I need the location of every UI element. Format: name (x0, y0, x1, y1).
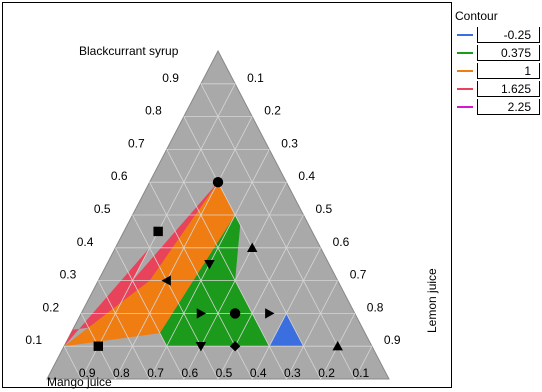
plot-area: 0.1 0.2 0.3 0.4 0.5 0.6 0.7 0.8 0.9 0.9 0.8 0.7 0.6 0… (2, 2, 452, 389)
tick-label: 0.1 (25, 333, 42, 347)
axis-title-top: Blackcurrant syrup (79, 44, 179, 58)
legend-swatch (457, 34, 473, 36)
data-point-triangle-down (195, 342, 207, 352)
tick-label: 0.8 (145, 104, 162, 118)
data-point-triangle-left (161, 275, 171, 286)
tick-label: 0.2 (43, 300, 60, 314)
contour-region (64, 182, 236, 347)
legend-swatch (457, 88, 473, 90)
legend-swatch (457, 70, 473, 72)
tick-label: 0.4 (77, 235, 94, 249)
tick-label: 0.7 (128, 136, 145, 150)
tick-label: 0.5 (216, 366, 233, 380)
tick-label: 0.5 (316, 202, 333, 216)
contour-region (269, 313, 304, 347)
legend-label: 1 (477, 63, 540, 79)
tick-label: 0.4 (298, 169, 315, 183)
grid-line (286, 280, 339, 380)
ternary-chart: 0.1 0.2 0.3 0.4 0.5 0.6 0.7 0.8 0.9 0.9 0.8 0.7 0.6 0… (25, 44, 439, 389)
legend-item: -0.25 (453, 26, 540, 44)
data-point-square (153, 226, 163, 237)
grid-line (251, 247, 321, 380)
data-point-triangle-up (247, 242, 258, 252)
grid-line (217, 214, 304, 380)
axis-title-right: Lemon juice (425, 268, 439, 333)
data-point-triangle-right (196, 308, 207, 319)
tick-label: 0.3 (284, 366, 301, 380)
tick-label: 0.7 (350, 268, 367, 282)
tick-label: 0.9 (162, 71, 179, 85)
legend: Contour -0.25 0.375 1 1.625 2.25 (453, 8, 540, 116)
data-point-diamond (229, 341, 241, 352)
data-point-triangle-up (332, 341, 343, 351)
grid-line (132, 214, 219, 380)
legend-item: 1 (453, 62, 540, 80)
tick-label: 0.5 (94, 202, 111, 216)
axis-title-left: Mango juice (47, 375, 112, 389)
legend-title: Contour (455, 9, 498, 23)
grid-line (63, 346, 82, 380)
tick-label: 0.7 (147, 366, 164, 380)
grid-line (166, 149, 287, 380)
tick-label: 0.4 (250, 366, 267, 380)
data-point-circle (212, 177, 224, 188)
data-point-triangle-down (204, 260, 215, 270)
grid-line (97, 280, 150, 380)
tick-label: 0.1 (352, 366, 369, 380)
grid-line (200, 83, 356, 380)
tick-label: 0.1 (247, 71, 264, 85)
legend-swatch (457, 52, 473, 54)
tick-label: 0.9 (79, 366, 96, 380)
legend-item: 1.625 (453, 80, 540, 98)
legend-label: 2.25 (477, 99, 540, 115)
grid-line (115, 247, 185, 380)
legend-label: -0.25 (477, 27, 540, 43)
legend-item: 0.375 (453, 44, 540, 62)
tick-label: 0.2 (318, 366, 335, 380)
tick-label: 0.3 (281, 136, 298, 150)
grid-line (354, 346, 373, 380)
legend-item: 2.25 (453, 98, 540, 116)
tick-label: 0.8 (367, 300, 384, 314)
legend-label: 1.625 (477, 81, 540, 97)
tick-label: 0.9 (384, 333, 401, 347)
tick-label: 0.6 (181, 366, 198, 380)
tick-label: 0.8 (113, 366, 130, 380)
legend-label: 0.375 (477, 45, 540, 61)
tick-label: 0.3 (60, 268, 77, 282)
tick-label: 0.6 (111, 169, 128, 183)
legend-swatch (457, 106, 473, 108)
data-point-triangle-right (265, 308, 275, 319)
data-point-square (93, 341, 103, 351)
data-point-circle (229, 308, 241, 319)
tick-label: 0.6 (333, 235, 350, 249)
tick-label: 0.2 (264, 104, 281, 118)
